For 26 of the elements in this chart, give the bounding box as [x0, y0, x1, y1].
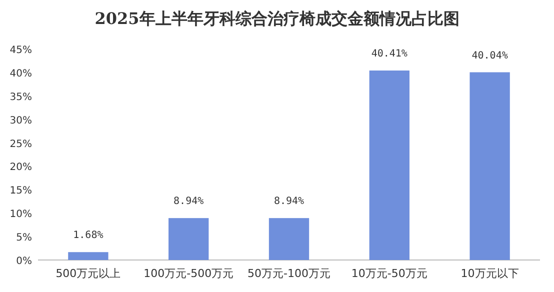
- bar: [168, 218, 209, 260]
- data-label: 8.94%: [274, 196, 304, 208]
- y-tick-label: 15%: [10, 186, 32, 197]
- bar: [369, 70, 410, 260]
- y-tick-label: 0%: [16, 256, 32, 267]
- data-label: 8.94%: [174, 196, 204, 208]
- y-tick-label: 45%: [10, 45, 32, 56]
- x-tick-label: 500万元以上: [56, 267, 121, 280]
- y-tick-label: 25%: [10, 138, 32, 150]
- y-tick-label: 40%: [10, 68, 32, 80]
- chart-title: 2025年上半年牙科综合治疗椅成交金额情况占比图: [94, 9, 460, 28]
- data-label: 40.04%: [472, 50, 508, 62]
- data-label: 40.41%: [371, 48, 408, 60]
- x-tick-label: 50万元-100万元: [248, 267, 330, 280]
- data-label: 1.68%: [73, 230, 104, 242]
- x-tick-label: 10万元以下: [460, 267, 519, 280]
- y-tick-label: 30%: [10, 115, 32, 126]
- bar: [470, 72, 510, 260]
- x-tick-label: 100万元-500万元: [144, 267, 234, 280]
- x-tick-label: 10万元-50万元: [351, 267, 428, 280]
- y-tick-label: 20%: [10, 162, 32, 174]
- bar: [268, 218, 310, 260]
- y-tick-label: 10%: [10, 209, 32, 220]
- y-tick-label: 35%: [10, 92, 32, 103]
- bar: [68, 252, 108, 260]
- y-tick-label: 5%: [16, 232, 32, 244]
